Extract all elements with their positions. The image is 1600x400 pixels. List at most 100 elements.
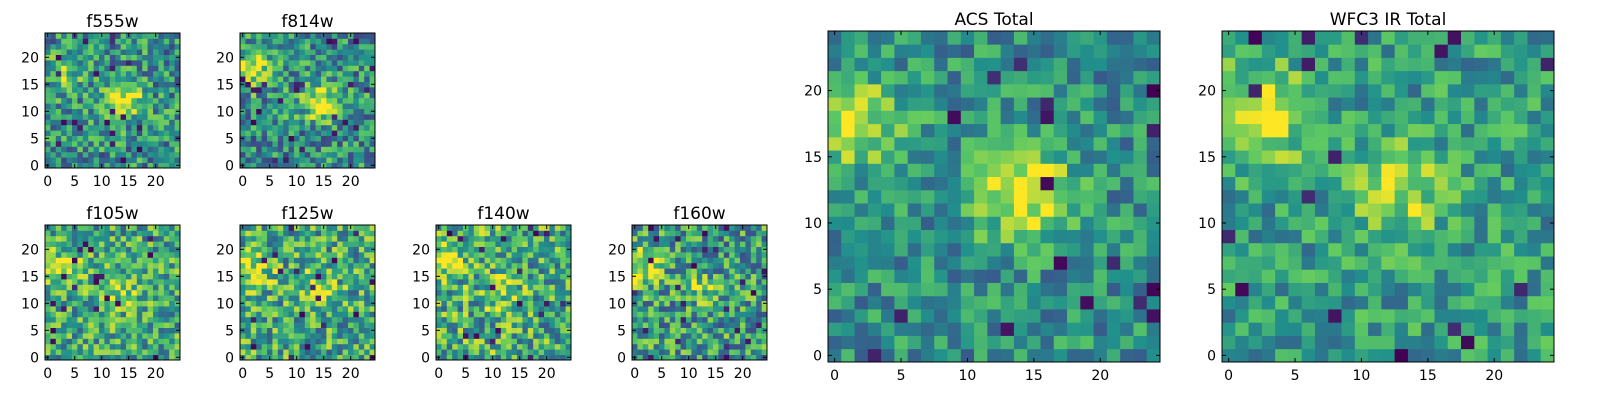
heatmap-cell bbox=[136, 151, 143, 158]
heatmap-cell bbox=[659, 306, 665, 312]
heatmap-cell bbox=[1120, 83, 1134, 98]
y-tick-label: 15 bbox=[412, 269, 430, 285]
heatmap-cell bbox=[72, 114, 78, 120]
heatmap-cell bbox=[245, 38, 252, 45]
heatmap-cell bbox=[696, 349, 703, 355]
heatmap-cell bbox=[93, 70, 100, 77]
heatmap-cell bbox=[348, 81, 354, 88]
heatmap-cell bbox=[163, 151, 170, 158]
heatmap-cell bbox=[50, 141, 57, 147]
heatmap-cell bbox=[174, 92, 181, 99]
heatmap-cell bbox=[1067, 110, 1081, 125]
heatmap-cell bbox=[158, 38, 165, 45]
heatmap-cell bbox=[734, 284, 741, 291]
heatmap-cell bbox=[538, 241, 545, 247]
heatmap-cell bbox=[947, 203, 962, 217]
heatmap-cell bbox=[473, 316, 480, 323]
heatmap-cell bbox=[506, 246, 512, 253]
heatmap-cell bbox=[131, 252, 138, 258]
heatmap-cell bbox=[441, 284, 448, 291]
heatmap-cell bbox=[283, 157, 289, 163]
heatmap-cell bbox=[342, 257, 349, 264]
heatmap-cell bbox=[511, 354, 518, 361]
heatmap-cell bbox=[713, 268, 719, 274]
heatmap-cell bbox=[484, 300, 491, 307]
heatmap-cell bbox=[88, 81, 94, 88]
heatmap-cell bbox=[1080, 57, 1094, 72]
heatmap-cell bbox=[153, 343, 159, 350]
heatmap-cell bbox=[82, 70, 89, 77]
heatmap-cell bbox=[554, 246, 561, 253]
heatmap-cell bbox=[441, 241, 448, 247]
heatmap-cell bbox=[702, 322, 708, 328]
heatmap-cell bbox=[82, 295, 89, 301]
heatmap-cell bbox=[82, 60, 89, 66]
heatmap-cell bbox=[169, 54, 175, 61]
heatmap-cell bbox=[1120, 203, 1134, 217]
heatmap-cell bbox=[664, 268, 671, 274]
heatmap-cell bbox=[315, 284, 322, 291]
heatmap-cell bbox=[267, 289, 273, 296]
heatmap-cell bbox=[1080, 44, 1094, 58]
heatmap-cell bbox=[245, 322, 252, 328]
heatmap-cell bbox=[93, 235, 100, 242]
heatmap-cell bbox=[337, 284, 343, 291]
heatmap-cell bbox=[1133, 295, 1148, 310]
heatmap-cell bbox=[686, 284, 692, 291]
heatmap-cell bbox=[304, 311, 311, 318]
heatmap-cell bbox=[691, 343, 698, 350]
heatmap-cell bbox=[55, 316, 62, 323]
heatmap-cell bbox=[163, 114, 170, 120]
heatmap-cell bbox=[554, 257, 561, 264]
heatmap-cell bbox=[364, 162, 370, 169]
heatmap-cell bbox=[517, 241, 523, 247]
heatmap-cell bbox=[479, 262, 485, 269]
heatmap-cell bbox=[1434, 150, 1449, 164]
heatmap-cell bbox=[659, 246, 665, 253]
heatmap-cell bbox=[653, 262, 660, 269]
heatmap-cell bbox=[245, 65, 252, 72]
heatmap-cell bbox=[974, 335, 988, 350]
heatmap-cell bbox=[718, 349, 725, 355]
heatmap-cell bbox=[348, 65, 354, 72]
heatmap-cell bbox=[987, 203, 1002, 217]
heatmap-cell bbox=[934, 110, 948, 125]
heatmap-cell bbox=[538, 354, 545, 361]
heatmap-cell bbox=[163, 316, 170, 323]
heatmap-cell bbox=[1093, 189, 1108, 204]
heatmap-cell bbox=[88, 103, 94, 109]
heatmap-cell bbox=[169, 322, 175, 328]
heatmap-cell bbox=[740, 311, 746, 318]
heatmap-cell bbox=[718, 295, 725, 301]
heatmap-cell bbox=[669, 225, 676, 231]
heatmap-cell bbox=[174, 343, 181, 350]
heatmap-cell bbox=[126, 124, 132, 131]
heatmap-cell bbox=[734, 333, 741, 339]
heatmap-cell bbox=[120, 103, 127, 109]
heatmap-cell bbox=[294, 38, 300, 45]
heatmap-cell bbox=[686, 295, 692, 301]
heatmap-cell bbox=[1301, 176, 1316, 191]
heatmap-cell bbox=[261, 157, 268, 163]
y-tick-label: 10 bbox=[412, 296, 430, 312]
heatmap-cell bbox=[1106, 269, 1121, 283]
heatmap-cell bbox=[841, 97, 855, 111]
heatmap-cell bbox=[1080, 110, 1094, 125]
heatmap-cell bbox=[1461, 309, 1475, 323]
heatmap-cell bbox=[490, 333, 496, 339]
heatmap-cell bbox=[88, 338, 94, 345]
heatmap-cell bbox=[484, 235, 491, 242]
heatmap-cell bbox=[331, 300, 338, 307]
heatmap-cell bbox=[147, 60, 154, 66]
heatmap-cell bbox=[261, 316, 268, 323]
heatmap-cell bbox=[707, 273, 714, 280]
heatmap-cell bbox=[142, 268, 148, 274]
heatmap-cell bbox=[867, 97, 882, 111]
heatmap-cell bbox=[158, 130, 165, 136]
heatmap-cell bbox=[348, 279, 354, 285]
heatmap-cell bbox=[881, 136, 895, 151]
heatmap-cell bbox=[522, 295, 529, 301]
heatmap-cell bbox=[718, 327, 725, 334]
heatmap-cell bbox=[294, 262, 300, 269]
